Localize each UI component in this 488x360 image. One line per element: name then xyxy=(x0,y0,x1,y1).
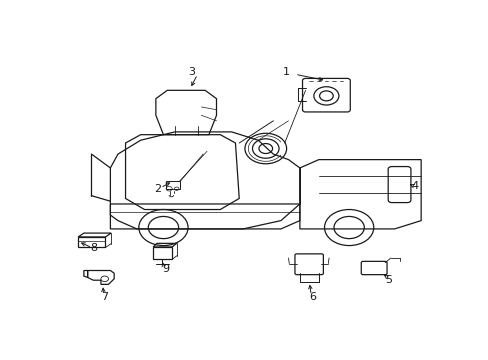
Text: 6: 6 xyxy=(309,292,316,302)
Text: 5: 5 xyxy=(385,275,392,285)
Text: 3: 3 xyxy=(188,67,195,77)
Text: 2: 2 xyxy=(154,184,161,194)
Text: 1: 1 xyxy=(283,67,289,77)
Bar xyxy=(153,247,172,260)
Bar xyxy=(166,181,180,189)
Text: 9: 9 xyxy=(162,264,168,274)
Text: 7: 7 xyxy=(101,292,108,302)
Bar xyxy=(78,237,105,247)
Text: 8: 8 xyxy=(90,243,97,253)
Text: 4: 4 xyxy=(411,181,418,191)
